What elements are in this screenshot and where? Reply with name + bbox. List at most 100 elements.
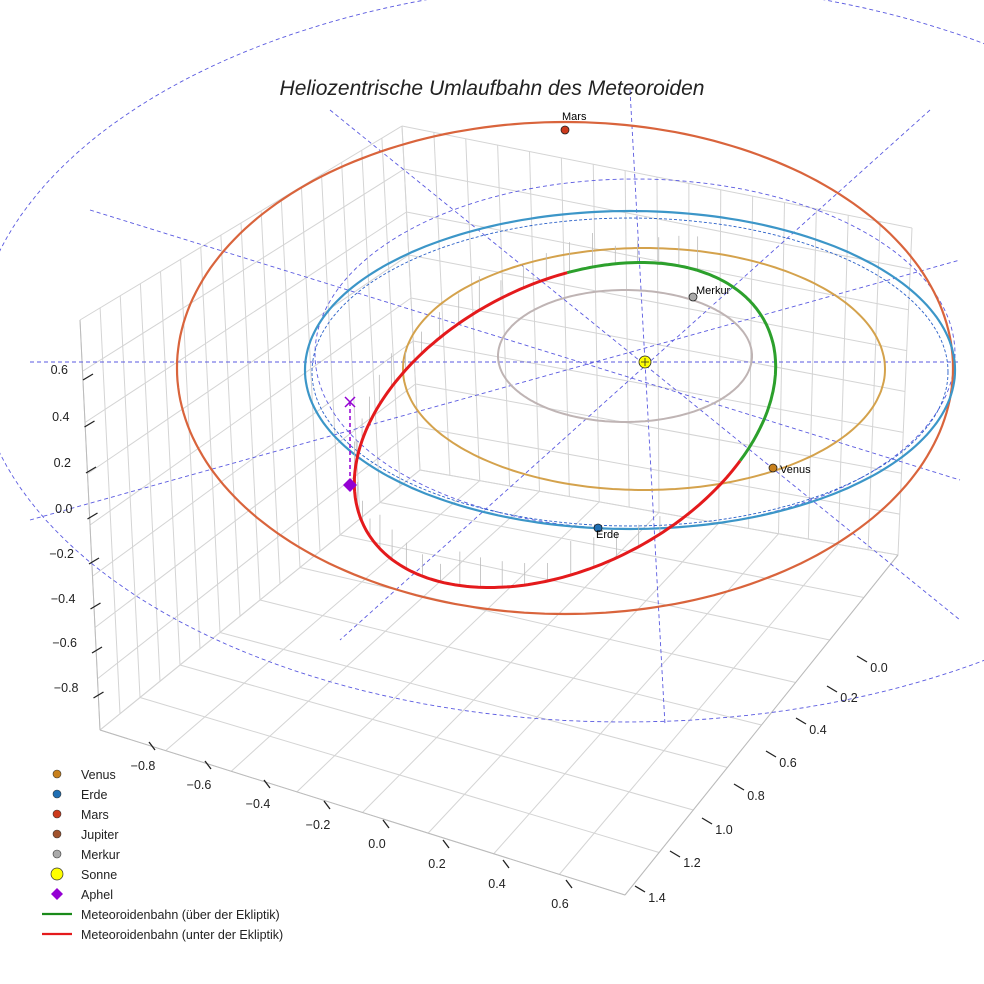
x-tick-label: −0.2 <box>306 818 331 832</box>
planet-venus-label: Venus <box>780 464 811 476</box>
meteor-path-below <box>352 271 742 589</box>
legend-dot-marker <box>52 769 62 779</box>
y-tick <box>826 685 838 693</box>
aphel-cross-marker <box>344 396 356 408</box>
z-tick-label: −0.6 <box>52 636 77 650</box>
x-tick-label: 0.0 <box>368 837 385 851</box>
legend-item: Meteoroidenbahn (über der Ekliptik) <box>42 908 280 922</box>
legend-item: Merkur <box>52 848 120 862</box>
z-tick <box>90 602 101 610</box>
z-tick-label: 0.0 <box>55 502 72 516</box>
legend-item: Jupiter <box>52 828 119 842</box>
z-tick-label: 0.2 <box>54 456 71 470</box>
z-tick-label: −0.8 <box>54 681 79 695</box>
grid-line <box>79 125 403 321</box>
guide-ellipse-inner <box>314 178 956 530</box>
orbit-mars <box>175 120 955 616</box>
x-tick <box>565 879 573 889</box>
y-tick-label: 1.2 <box>683 856 700 870</box>
x-tick-label: −0.8 <box>131 759 156 773</box>
guide-line <box>329 109 961 621</box>
legend-label: Aphel <box>81 888 113 902</box>
y-tick <box>701 817 713 825</box>
grid-line <box>299 567 796 683</box>
x-axis-line <box>99 729 626 896</box>
y-tick-label: 1.4 <box>648 891 665 905</box>
z-tick-label: 0.6 <box>51 363 68 377</box>
legend-dot-marker <box>52 849 62 859</box>
y-tick <box>669 850 681 858</box>
legend: Venus Erde Mars Jupiter Merkur Sonne Aphel Mete… <box>42 768 283 942</box>
y-tick <box>733 783 745 791</box>
legend-label: Venus <box>81 768 116 782</box>
guide-line <box>339 109 931 641</box>
guide-line <box>89 209 961 481</box>
grid-line <box>415 383 902 474</box>
y-tick <box>795 717 807 725</box>
x-tick <box>382 819 390 829</box>
y-tick-label: 1.0 <box>715 823 732 837</box>
grid-line <box>97 426 419 680</box>
legend-item: Aphel <box>51 888 113 902</box>
z-tick <box>88 557 100 565</box>
x-tick-label: 0.2 <box>428 857 445 871</box>
x-tick-label: −0.4 <box>246 797 271 811</box>
grid-line <box>82 168 405 372</box>
legend-label: Merkur <box>81 848 120 862</box>
x-tick <box>442 839 450 849</box>
legend-label: Sonne <box>81 868 117 882</box>
z-tick <box>85 466 97 474</box>
x-tick <box>263 779 271 789</box>
grid-line <box>379 502 864 598</box>
meteoroid-orbit <box>343 233 778 589</box>
planet-orbits <box>175 120 957 616</box>
legend-dot-marker <box>52 829 62 839</box>
legend-label: Mars <box>81 808 109 822</box>
planet-venus-marker <box>768 463 778 473</box>
legend-dot-marker <box>52 809 62 819</box>
grid-line <box>84 211 407 423</box>
orbit-venus <box>401 247 886 491</box>
y-tick <box>856 655 868 663</box>
grid-line <box>408 254 907 352</box>
z-axis-line <box>79 319 101 731</box>
grid-line <box>219 632 728 768</box>
grid-line <box>401 125 913 229</box>
planet-erde-label: Erde <box>596 529 619 541</box>
legend-label: Meteoroidenbahn (unter der Ekliptik) <box>81 928 283 942</box>
y-tick-label: 0.4 <box>809 723 826 737</box>
x-tick-label: 0.6 <box>551 897 568 911</box>
z-tick <box>87 512 98 520</box>
grid-line <box>406 211 909 311</box>
grid-line <box>179 664 694 811</box>
bodies: Mars Merkur Venus Erde <box>560 111 811 541</box>
legend-diamond-marker <box>51 888 63 900</box>
y-tick <box>634 885 646 893</box>
planet-mars-label: Mars <box>562 111 587 123</box>
z-tick <box>84 420 95 428</box>
z-tick-label: 0.4 <box>52 410 69 424</box>
y-tick-label: 0.6 <box>779 756 796 770</box>
legend-item: Mars <box>52 808 109 822</box>
z-tick <box>93 691 104 699</box>
planet-mars-marker <box>560 125 570 135</box>
z-tick <box>91 646 103 654</box>
grid-line <box>87 254 410 475</box>
grid-line <box>404 168 911 270</box>
x-tick-label: −0.6 <box>187 778 212 792</box>
grid-line <box>139 697 660 853</box>
planet-merkur-label: Merkur <box>696 285 731 297</box>
legend-item: Venus <box>52 768 116 782</box>
planet-merkur-marker <box>688 292 698 302</box>
grid-line <box>259 599 762 726</box>
legend-item: Sonne <box>50 867 117 882</box>
x-tick <box>323 800 331 810</box>
legend-sun-marker <box>50 867 64 881</box>
z-tick-label: −0.2 <box>49 547 74 561</box>
y-axis-line <box>624 554 899 896</box>
sun-crosshair <box>641 358 649 366</box>
orbit-erde <box>303 209 957 531</box>
x-tick <box>204 760 212 770</box>
guide-ellipse-outer <box>0 0 984 723</box>
orbit-merkur <box>497 289 753 423</box>
